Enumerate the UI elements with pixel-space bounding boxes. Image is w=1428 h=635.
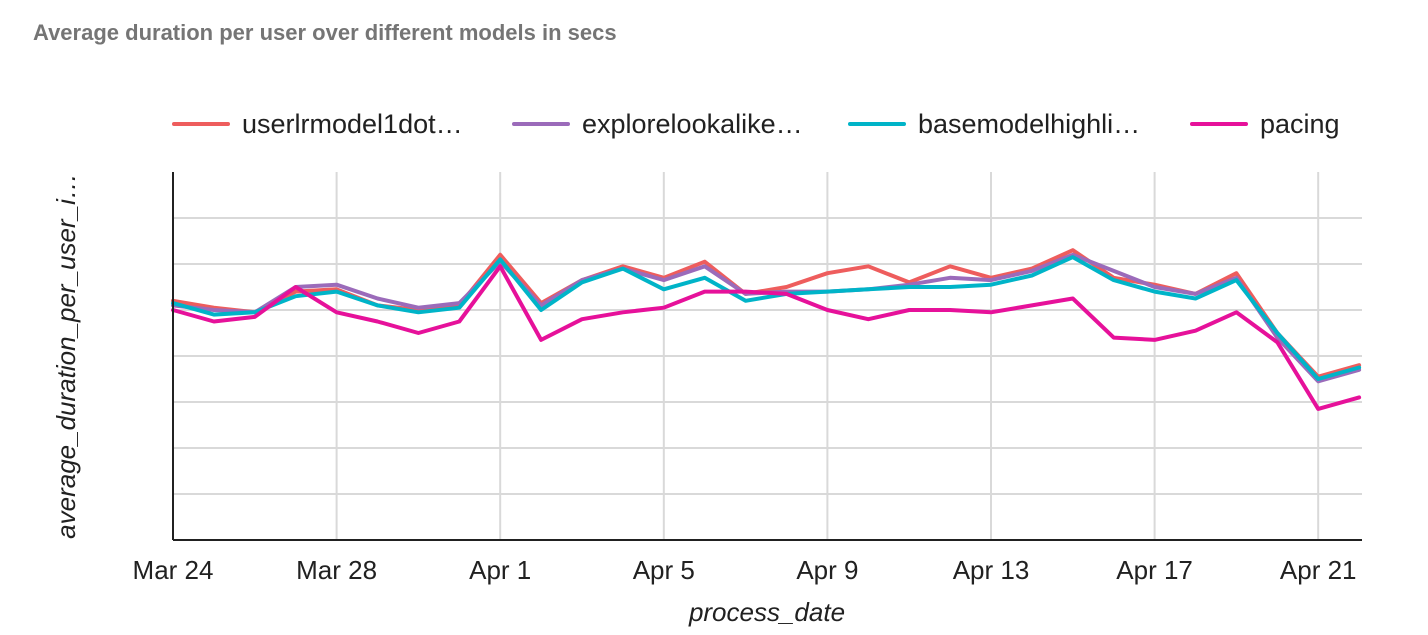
legend-label-series-3: basemodelhighli… (918, 108, 1141, 139)
legend-item-series-3[interactable]: basemodelhighli… (848, 106, 1140, 142)
x-axis-title: process_date (688, 597, 845, 627)
x-tick-label: Mar 24 (133, 555, 214, 585)
x-tick-label: Apr 1 (469, 555, 531, 585)
legend-item-series-4[interactable]: pacing (1190, 106, 1340, 142)
x-tick-label: Apr 21 (1280, 555, 1357, 585)
x-tick-label: Apr 17 (1116, 555, 1193, 585)
legend-swatch-series-3 (848, 122, 906, 126)
legend: userlrmodel1dot… explorelookalike… basem… (0, 106, 1428, 142)
legend-item-series-1[interactable]: userlrmodel1dot… (172, 106, 463, 142)
legend-label-series-1: userlrmodel1dot… (242, 108, 463, 139)
legend-swatch-series-2 (512, 122, 570, 126)
series-line-1[interactable] (171, 248, 1362, 379)
x-tick-label: Apr 13 (953, 555, 1030, 585)
series-line-2[interactable] (171, 252, 1362, 384)
series-line-3[interactable] (171, 255, 1362, 381)
legend-label-series-4: pacing (1260, 108, 1340, 139)
series-lines (171, 248, 1362, 411)
x-tick-label: Apr 5 (633, 555, 695, 585)
x-tick-label: Mar 28 (296, 555, 377, 585)
legend-label-series-2: explorelookalike… (582, 108, 803, 139)
chart-title: Average duration per user over different… (33, 20, 617, 45)
legend-item-series-2[interactable]: explorelookalike… (512, 106, 803, 142)
y-axis-title: average_duration_per_user_i… (51, 173, 81, 539)
series-line-4[interactable] (171, 264, 1362, 411)
grid-lines (173, 172, 1362, 540)
x-tick-label: Apr 9 (796, 555, 858, 585)
legend-swatch-series-4 (1190, 122, 1248, 126)
x-axis-ticks: Mar 24 Mar 28 Apr 1 Apr 5 Apr 9 Apr 13 Apr 17 A… (133, 555, 1357, 585)
legend-swatch-series-1 (172, 122, 230, 126)
